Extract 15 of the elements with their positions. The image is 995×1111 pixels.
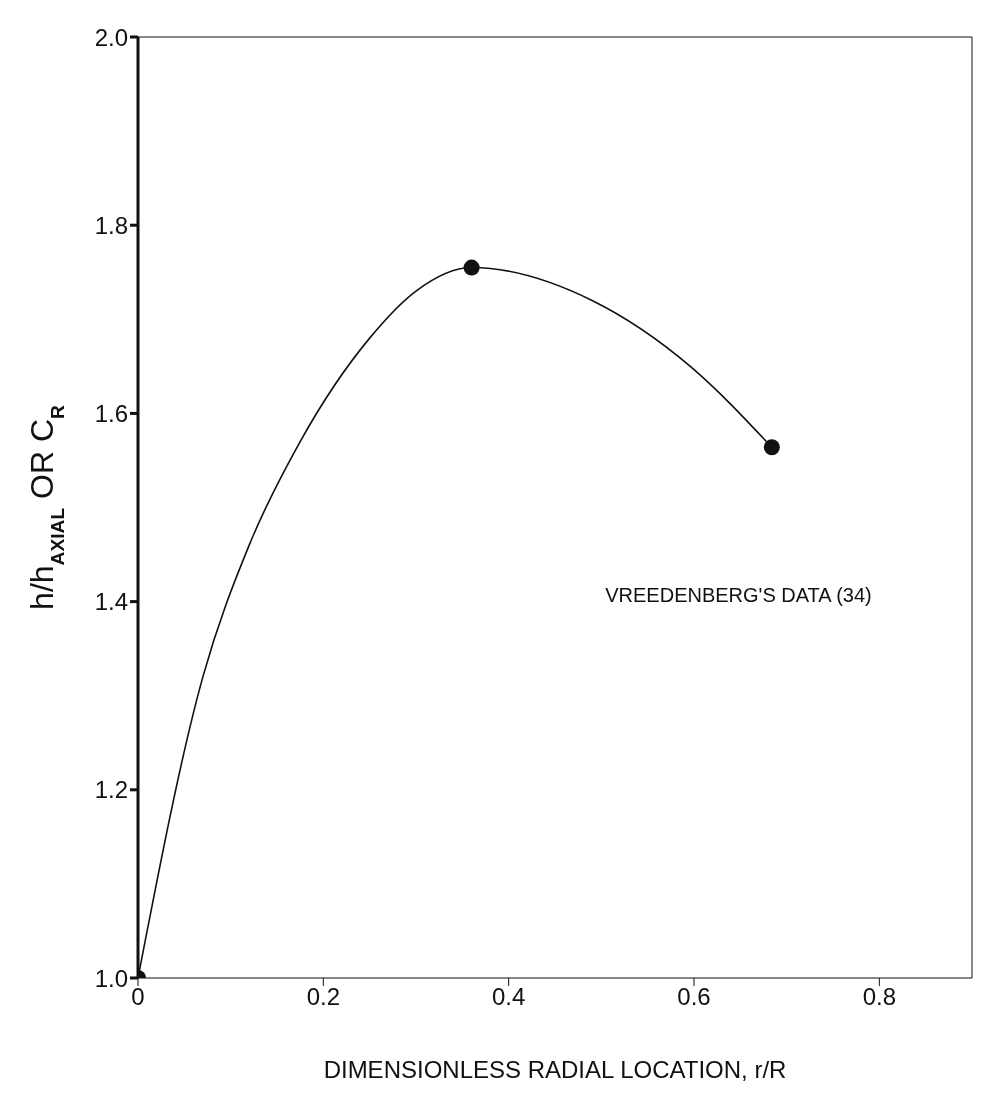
point: [463, 259, 480, 276]
x-tick-label: 0.6: [677, 983, 711, 1011]
y-tick-label: 1.4: [94, 588, 128, 616]
y-tick-label: 1.0: [94, 964, 128, 992]
x-tick-label: 0: [131, 983, 145, 1011]
x-tick-label: 0.4: [491, 983, 526, 1011]
x-axis-title: DIMENSIONLESS RADIAL LOCATION, r/R: [323, 1056, 787, 1083]
point: [763, 439, 780, 456]
y-tick-label: 1.2: [94, 776, 128, 804]
y-tick-label: 1.6: [94, 399, 128, 427]
x-tick-label: 0.8: [862, 983, 897, 1011]
x-tick-label: 0.2: [306, 983, 341, 1011]
y-tick-label: 2.0: [94, 23, 128, 51]
y-tick-label: 1.8: [94, 211, 128, 239]
annotation: VREEDENBERG'S DATA (34): [605, 583, 872, 606]
